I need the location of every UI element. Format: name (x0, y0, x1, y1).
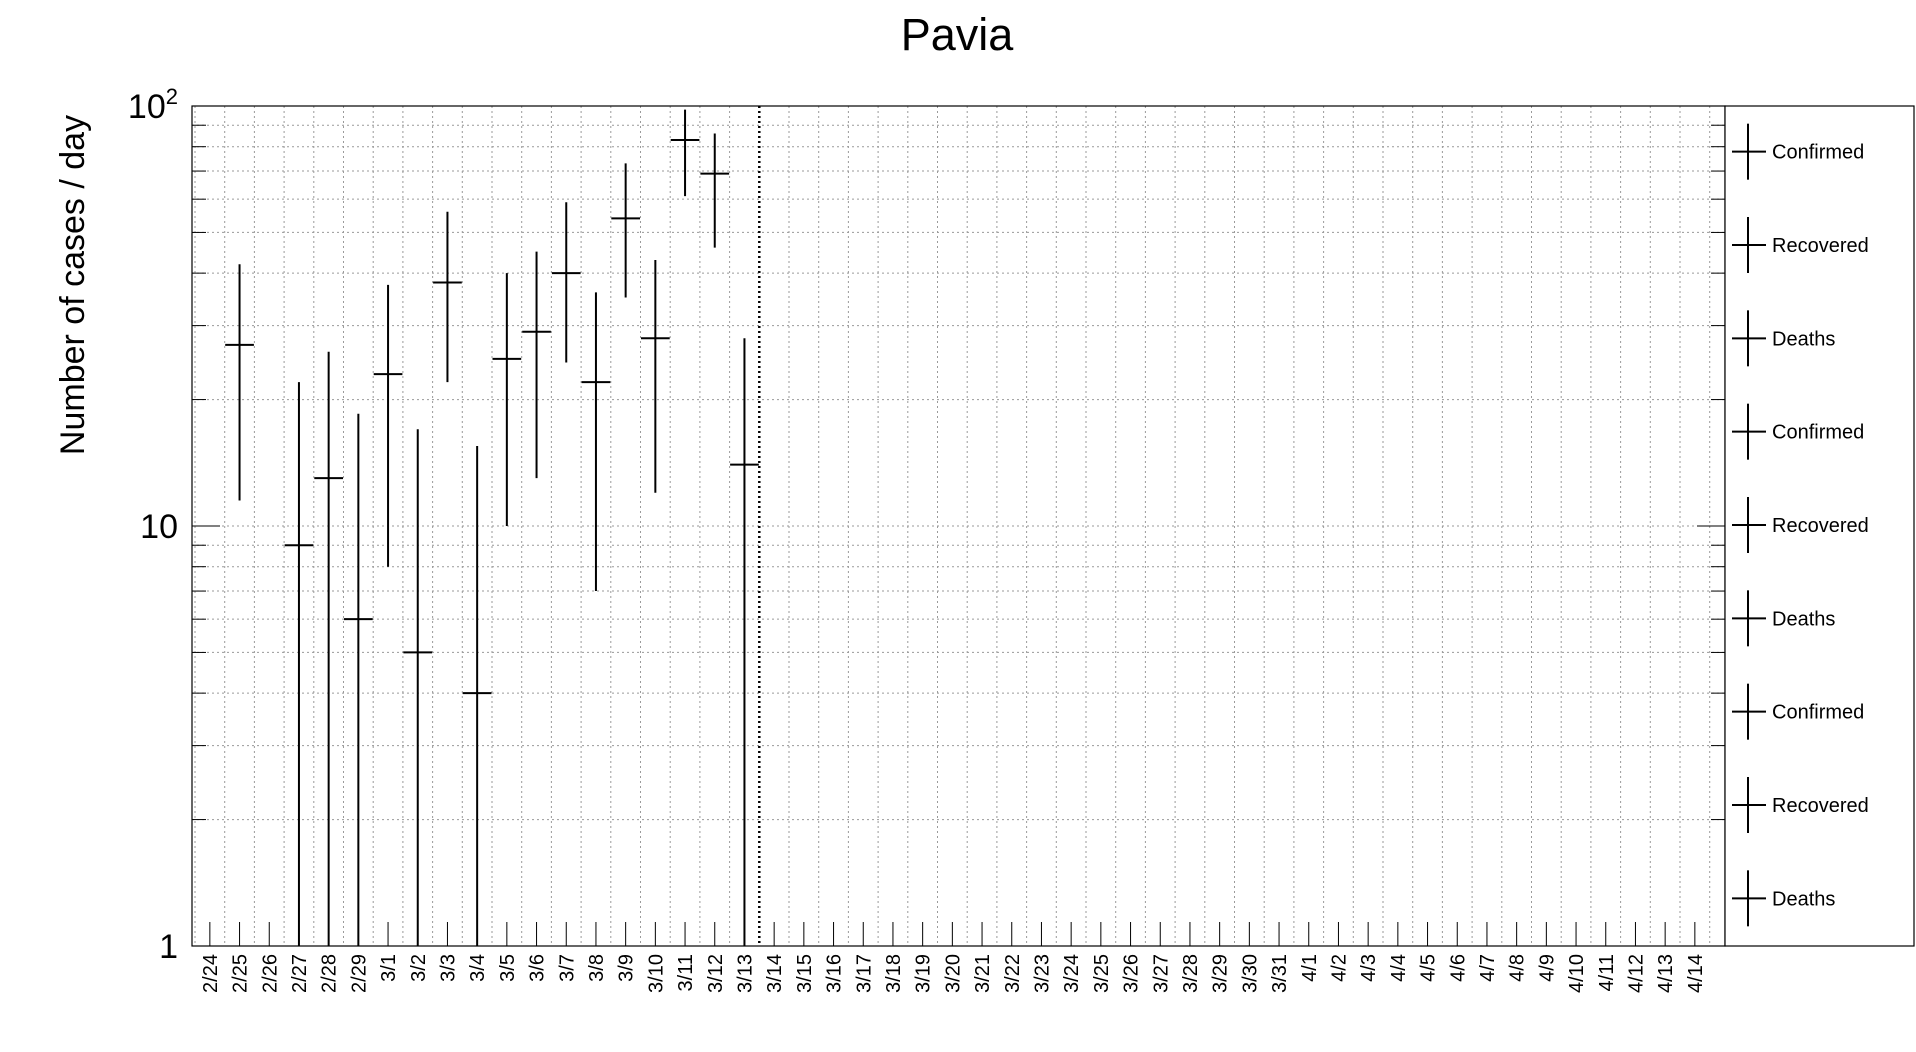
legend-label: Deaths (1772, 328, 1835, 350)
x-tick-label: 3/2 (408, 954, 430, 982)
x-tick-label: 4/6 (1447, 954, 1469, 982)
x-tick-label: 3/18 (883, 954, 905, 993)
x-tick-label: 3/6 (527, 954, 549, 982)
data-point (462, 446, 492, 946)
y-axis: 1 10 102 (128, 84, 1725, 966)
grid-lines (192, 106, 1725, 946)
x-tick-label: 4/2 (1328, 954, 1350, 982)
data-point (581, 292, 611, 592)
x-tick-label: 3/15 (794, 954, 816, 993)
x-tick-label: 3/4 (467, 954, 489, 982)
x-tick-label: 4/9 (1536, 954, 1558, 982)
data-point (611, 163, 640, 298)
data-point (492, 273, 522, 526)
data-point (344, 413, 373, 946)
legend-label: Confirmed (1772, 422, 1864, 444)
legend-label: Recovered (1772, 515, 1869, 537)
x-tick-label: 3/10 (645, 954, 667, 993)
x-tick-label: 3/9 (616, 954, 638, 982)
x-tick-label: 2/29 (348, 954, 370, 993)
data-point (225, 264, 254, 501)
data-point (670, 109, 700, 197)
data-point (314, 351, 343, 946)
legend-entry: Confirmed (1732, 403, 1864, 460)
x-tick-label: 4/3 (1358, 954, 1380, 982)
legend-label: Confirmed (1772, 142, 1864, 164)
legend-label: Deaths (1772, 888, 1835, 910)
data-point (373, 284, 403, 567)
x-tick-label: 3/8 (586, 954, 608, 982)
legend-label: Confirmed (1772, 702, 1864, 724)
x-tick-label: 2/26 (259, 954, 281, 993)
x-tick-label: 4/12 (1625, 954, 1647, 993)
x-tick-label: 3/12 (705, 954, 727, 993)
x-tick-label: 4/13 (1655, 954, 1677, 993)
x-tick-label: 3/20 (942, 954, 964, 993)
x-tick-label: 3/7 (556, 954, 578, 982)
data-point (730, 338, 759, 946)
x-tick-label: 4/8 (1507, 954, 1529, 982)
x-tick-label: 4/10 (1566, 954, 1588, 993)
data-point (433, 211, 462, 383)
x-tick-label: 3/22 (1002, 954, 1024, 993)
data-point (700, 133, 730, 248)
x-tick-label: 3/27 (1150, 954, 1172, 993)
x-tick-label: 3/5 (497, 954, 519, 982)
x-tick-label: 2/24 (200, 954, 222, 993)
x-tick-label: 3/30 (1239, 954, 1261, 993)
legend-label: Recovered (1772, 235, 1869, 257)
x-tick-label: 3/3 (437, 954, 459, 982)
legend-entry: Confirmed (1732, 683, 1864, 740)
x-tick-label: 4/5 (1418, 954, 1440, 982)
x-tick-label: 3/11 (675, 954, 697, 991)
legend-label: Deaths (1772, 608, 1835, 630)
data-point (284, 382, 314, 946)
legend-entry: Deaths (1732, 870, 1835, 927)
x-tick-label: 2/28 (319, 954, 341, 993)
data-point (551, 202, 581, 363)
data-marks (225, 106, 761, 946)
x-tick-label: 3/25 (1091, 954, 1113, 993)
x-tick-label: 3/14 (764, 954, 786, 993)
x-tick-label: 4/14 (1685, 954, 1707, 993)
y-tick-label: 102 (128, 84, 178, 126)
data-point (403, 429, 433, 946)
legend: Confirmed Recovered Deaths Confirmed Recover… (1724, 105, 1915, 947)
y-axis-label: Number of cases / day (54, 115, 92, 455)
x-tick-label: 3/23 (1031, 954, 1053, 993)
data-point (522, 251, 551, 479)
legend-entry: Recovered (1732, 777, 1869, 833)
x-tick-label: 3/24 (1061, 954, 1083, 993)
x-tick-label: 3/29 (1210, 954, 1232, 993)
legend-entry: Deaths (1732, 310, 1835, 367)
x-tick-label: 3/19 (913, 954, 935, 993)
x-tick-label: 3/21 (972, 954, 994, 993)
x-tick-label: 3/31 (1269, 954, 1291, 993)
x-tick-label: 4/4 (1388, 954, 1410, 982)
x-tick-label: 3/13 (734, 954, 756, 993)
x-tick-label: 3/26 (1121, 954, 1143, 993)
x-tick-label: 3/17 (853, 954, 875, 993)
legend-label: Recovered (1772, 795, 1869, 817)
chart-title: Pavia (901, 9, 1015, 60)
y-tick-label: 10 (140, 508, 178, 546)
x-tick-label: 2/27 (289, 954, 311, 993)
x-tick-label: 4/1 (1299, 954, 1321, 982)
x-tick-label: 3/1 (378, 954, 400, 982)
x-tick-label: 4/7 (1477, 954, 1499, 982)
x-tick-label: 3/28 (1180, 954, 1202, 993)
x-tick-label: 3/16 (824, 954, 846, 993)
legend-entry: Recovered (1732, 497, 1869, 553)
data-point (641, 259, 670, 493)
legend-entry: Confirmed (1732, 123, 1864, 180)
x-tick-label: 4/11 (1596, 954, 1618, 991)
legend-entry: Deaths (1732, 590, 1835, 647)
legend-entry: Recovered (1732, 217, 1869, 273)
x-tick-label: 2/25 (230, 954, 252, 993)
y-tick-label: 1 (159, 928, 178, 966)
x-axis: 2/24 2/25 2/26 2/27 2/28 2/29 3/1 3/2 3/3 3/4 3/5 3… (200, 922, 1707, 993)
